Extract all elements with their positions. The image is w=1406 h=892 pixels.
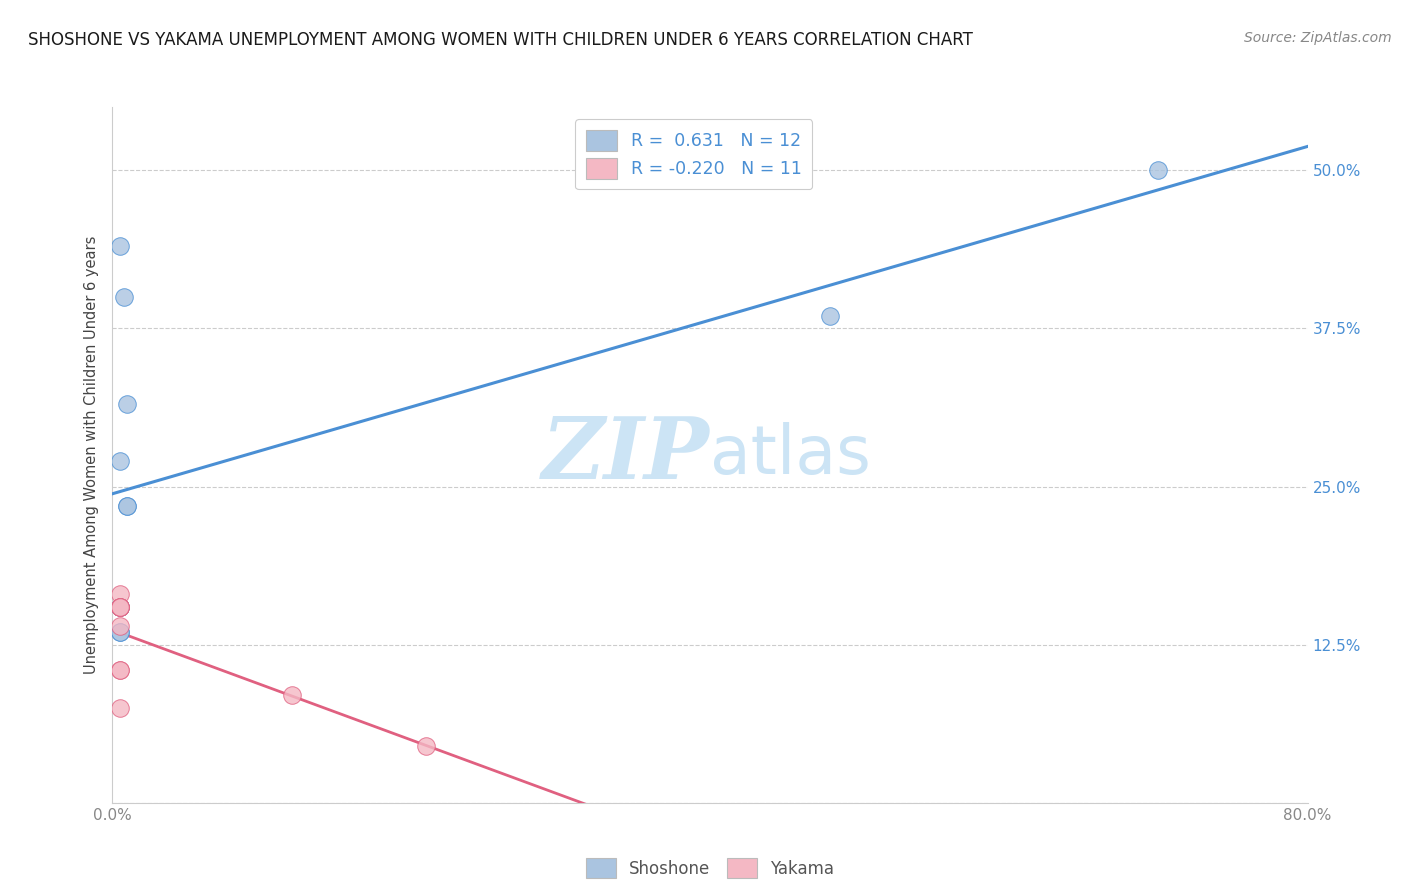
Point — [818, 309, 841, 323]
Point — [108, 599, 131, 614]
Point — [108, 599, 131, 614]
Point — [117, 397, 139, 411]
Text: SHOSHONE VS YAKAMA UNEMPLOYMENT AMONG WOMEN WITH CHILDREN UNDER 6 YEARS CORRELAT: SHOSHONE VS YAKAMA UNEMPLOYMENT AMONG WO… — [28, 31, 973, 49]
Point — [108, 599, 131, 614]
Point — [108, 701, 131, 715]
Point — [108, 618, 131, 632]
Text: atlas: atlas — [710, 422, 870, 488]
Legend: Shoshone, Yakama: Shoshone, Yakama — [579, 851, 841, 885]
Point — [108, 625, 131, 640]
Point — [108, 625, 131, 640]
Y-axis label: Unemployment Among Women with Children Under 6 years: Unemployment Among Women with Children U… — [84, 235, 100, 674]
Point — [281, 688, 304, 702]
Point — [114, 290, 135, 304]
Point — [108, 663, 131, 677]
Point — [108, 599, 131, 614]
Point — [108, 599, 131, 614]
Point — [108, 587, 131, 601]
Point — [415, 739, 437, 753]
Point — [108, 454, 131, 468]
Point — [108, 239, 131, 253]
Text: Source: ZipAtlas.com: Source: ZipAtlas.com — [1244, 31, 1392, 45]
Point — [1147, 163, 1170, 178]
Point — [108, 663, 131, 677]
Text: ZIP: ZIP — [543, 413, 710, 497]
Point — [108, 599, 131, 614]
Point — [117, 499, 139, 513]
Point — [117, 499, 139, 513]
